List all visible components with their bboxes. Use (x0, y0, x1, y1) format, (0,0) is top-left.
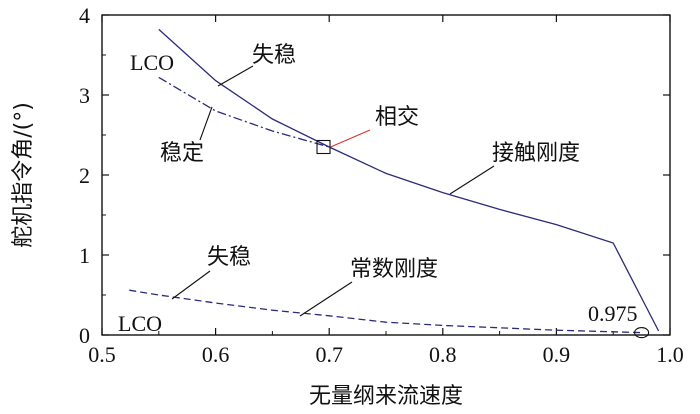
annotation-constant-stiffness: 常数刚度 (350, 257, 438, 282)
y-tick-label: 1 (79, 243, 90, 268)
intersection-marker (316, 139, 331, 155)
annotation-critical-value: 0.975 (588, 301, 638, 326)
x-tick-label: 0.6 (202, 342, 230, 367)
y-axis-title: 舵机指令角/(°) (11, 102, 36, 248)
annotation-lco-upper: LCO (130, 50, 174, 75)
x-tick-label: 0.8 (429, 342, 457, 367)
annotation-instability-lower: 失稳 (207, 245, 251, 270)
critical-point-marker (634, 327, 650, 339)
contact-stiffness-leader (449, 165, 495, 195)
series-line-solid (158, 28, 660, 332)
constant-stiffness-leader (299, 281, 353, 317)
instability-upper-leader (217, 65, 254, 87)
annotation-intersection: 相交 (375, 105, 419, 130)
series-line-dashed (129, 289, 642, 334)
annotation-contact-stiffness: 接触刚度 (492, 141, 580, 166)
series-line-dash-dot (158, 76, 330, 148)
x-tick-label: 1.0 (656, 342, 684, 367)
annotation-stable: 稳定 (160, 141, 204, 166)
y-tick-label: 0 (79, 323, 90, 348)
intersection-leader (330, 129, 371, 148)
x-axis-title: 无量纲来流速度 (309, 384, 463, 409)
y-tick-label: 3 (79, 83, 90, 108)
x-tick-label: 0.7 (315, 342, 343, 367)
plot-frame (101, 14, 671, 336)
y-tick-label: 2 (79, 163, 90, 188)
instability-lower-leader (171, 270, 211, 300)
x-tick-label: 0.5 (88, 342, 116, 367)
stable-leader (199, 106, 213, 141)
x-tick-label: 0.9 (543, 342, 571, 367)
annotation-instability-upper: 失稳 (252, 43, 296, 68)
annotation-lco-lower: LCO (118, 311, 162, 336)
y-tick-label: 4 (79, 3, 90, 28)
